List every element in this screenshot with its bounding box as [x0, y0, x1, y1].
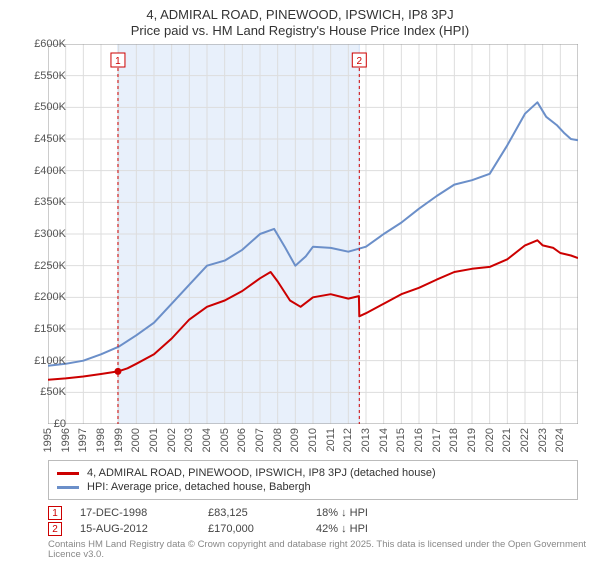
x-tick-label: 1995 [42, 428, 54, 452]
x-tick-label: 2006 [236, 428, 248, 452]
marker-row-1: 1 17-DEC-1998 £83,125 18% ↓ HPI [48, 506, 578, 520]
chart-title: 4, ADMIRAL ROAD, PINEWOOD, IPSWICH, IP8 … [0, 0, 600, 38]
marker-price-2: £170,000 [208, 523, 298, 535]
x-tick-label: 1999 [113, 428, 125, 452]
y-tick-label: £250K [22, 260, 66, 272]
legend-swatch-price-paid [57, 472, 79, 475]
y-tick-label: £550K [22, 70, 66, 82]
x-tick-label: 2015 [395, 428, 407, 452]
y-tick-label: £200K [22, 291, 66, 303]
x-tick-label: 2010 [307, 428, 319, 452]
y-tick-label: £100K [22, 355, 66, 367]
marker-row-2: 2 15-AUG-2012 £170,000 42% ↓ HPI [48, 522, 578, 536]
x-tick-label: 2018 [448, 428, 460, 452]
x-tick-label: 2009 [289, 428, 301, 452]
chart-svg: 12 [48, 44, 578, 424]
legend-label-hpi: HPI: Average price, detached house, Babe… [87, 481, 311, 493]
x-tick-label: 1998 [95, 428, 107, 452]
y-tick-label: £450K [22, 133, 66, 145]
y-tick-label: £400K [22, 165, 66, 177]
marker-badge-1: 1 [48, 506, 62, 520]
y-tick-label: £600K [22, 38, 66, 50]
x-tick-label: 2021 [501, 428, 513, 452]
x-tick-label: 2013 [360, 428, 372, 452]
x-tick-label: 2002 [166, 428, 178, 452]
x-tick-label: 2017 [431, 428, 443, 452]
x-tick-label: 2022 [519, 428, 531, 452]
marker-date-2: 15-AUG-2012 [80, 523, 190, 535]
legend-swatch-hpi [57, 486, 79, 489]
marker-badge-2: 2 [48, 522, 62, 536]
x-tick-label: 2004 [201, 428, 213, 452]
y-tick-label: £150K [22, 323, 66, 335]
y-tick-label: £50K [22, 386, 66, 398]
x-tick-label: 1996 [60, 428, 72, 452]
legend-label-price-paid: 4, ADMIRAL ROAD, PINEWOOD, IPSWICH, IP8 … [87, 467, 436, 479]
marker-diff-1: 18% ↓ HPI [316, 507, 426, 519]
x-tick-label: 2000 [130, 428, 142, 452]
marker-date-1: 17-DEC-1998 [80, 507, 190, 519]
x-tick-label: 2007 [254, 428, 266, 452]
marker-price-1: £83,125 [208, 507, 298, 519]
x-tick-label: 2019 [466, 428, 478, 452]
svg-text:2: 2 [357, 56, 363, 67]
x-tick-label: 2023 [537, 428, 549, 452]
legend-item-price-paid: 4, ADMIRAL ROAD, PINEWOOD, IPSWICH, IP8 … [57, 467, 569, 479]
x-tick-label: 2016 [413, 428, 425, 452]
x-tick-label: 2001 [148, 428, 160, 452]
x-tick-label: 2008 [272, 428, 284, 452]
chart-plot-area: 12 [48, 44, 578, 424]
y-tick-label: £350K [22, 196, 66, 208]
x-tick-label: 2012 [342, 428, 354, 452]
legend: 4, ADMIRAL ROAD, PINEWOOD, IPSWICH, IP8 … [48, 460, 578, 500]
y-tick-label: £300K [22, 228, 66, 240]
x-tick-label: 2024 [554, 428, 566, 452]
title-line-2: Price paid vs. HM Land Registry's House … [0, 23, 600, 38]
attribution-text: Contains HM Land Registry data © Crown c… [48, 540, 600, 561]
marker-table: 1 17-DEC-1998 £83,125 18% ↓ HPI 2 15-AUG… [48, 504, 578, 538]
x-tick-label: 2011 [325, 428, 337, 452]
title-line-1: 4, ADMIRAL ROAD, PINEWOOD, IPSWICH, IP8 … [0, 7, 600, 22]
x-tick-label: 2003 [183, 428, 195, 452]
y-tick-label: £500K [22, 101, 66, 113]
legend-item-hpi: HPI: Average price, detached house, Babe… [57, 481, 569, 493]
x-tick-label: 2020 [484, 428, 496, 452]
x-tick-label: 1997 [77, 428, 89, 452]
marker-diff-2: 42% ↓ HPI [316, 523, 426, 535]
x-tick-label: 2005 [219, 428, 231, 452]
x-tick-label: 2014 [378, 428, 390, 452]
svg-text:1: 1 [115, 56, 121, 67]
